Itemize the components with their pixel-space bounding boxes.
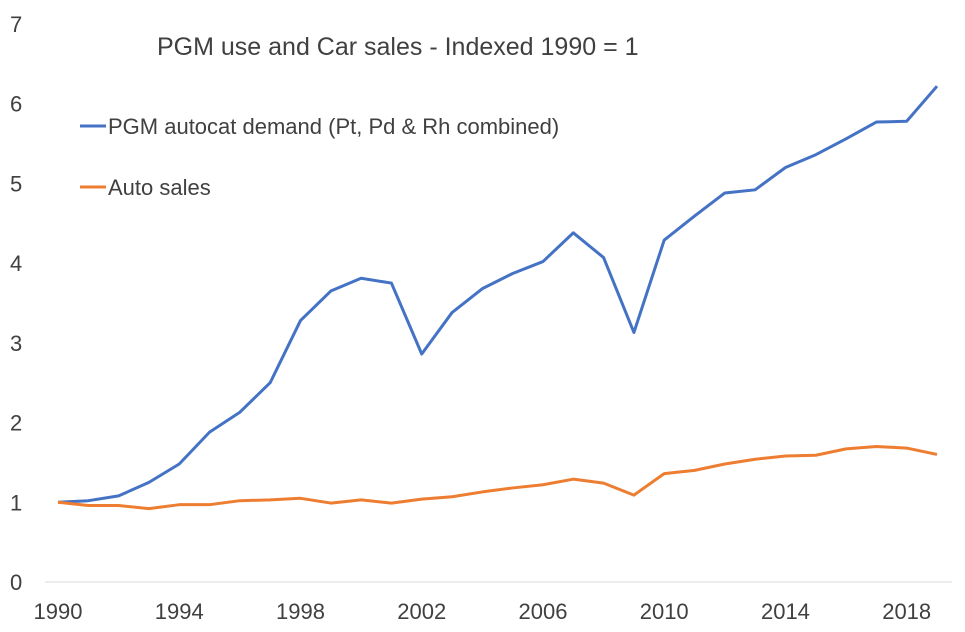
y-axis: 0 1 2 3 4 5 6 7 — [10, 12, 22, 595]
series-layer — [57, 85, 939, 511]
y-tick-label: 2 — [10, 411, 22, 436]
x-tick-label: 2014 — [761, 599, 810, 624]
y-tick-label: 5 — [10, 171, 22, 196]
y-tick-label: 4 — [10, 251, 22, 276]
y-tick-label: 3 — [10, 331, 22, 356]
x-axis: 1990 1994 1998 2002 2006 2010 2014 2018 — [34, 581, 952, 624]
x-tick-label: 1994 — [155, 599, 204, 624]
x-tick-label: 1990 — [34, 599, 83, 624]
series-line-pgm — [57, 85, 939, 504]
x-tick-label: 2006 — [518, 599, 567, 624]
y-tick-label: 0 — [10, 570, 22, 595]
legend-label-pgm: PGM autocat demand (Pt, Pd & Rh combined… — [108, 114, 559, 139]
legend-label-auto-sales: Auto sales — [108, 175, 211, 200]
x-tick-label: 1998 — [276, 599, 325, 624]
chart-title: PGM use and Car sales - Indexed 1990 = 1 — [157, 33, 639, 61]
y-tick-label: 6 — [10, 92, 22, 117]
x-tick-label: 2010 — [640, 599, 689, 624]
x-tick-label: 2002 — [397, 599, 446, 624]
series-line-auto-sales — [57, 444, 938, 511]
y-tick-label: 1 — [10, 490, 22, 515]
x-tick-label: 2018 — [882, 599, 931, 624]
legend: PGM autocat demand (Pt, Pd & Rh combined… — [80, 114, 559, 200]
y-tick-label: 7 — [10, 12, 22, 37]
